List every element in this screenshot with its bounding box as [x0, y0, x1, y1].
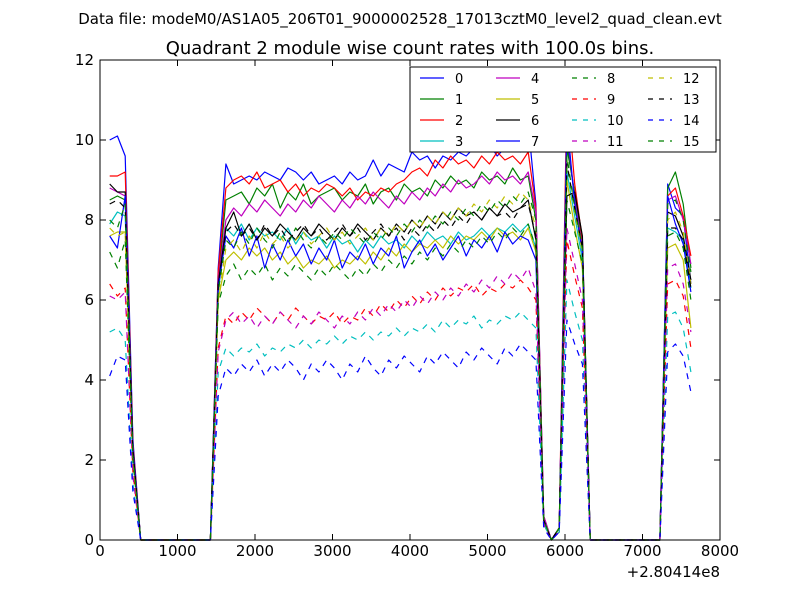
x-tick-label: 7000 [623, 542, 661, 560]
legend-label-3: 3 [455, 135, 463, 150]
y-tick-label: 2 [84, 451, 94, 469]
x-tick-label: 2000 [236, 542, 274, 560]
legend-box [409, 66, 717, 153]
y-tick-label: 10 [75, 131, 94, 149]
legend-label-10: 10 [607, 114, 624, 129]
series-line-15 [109, 155, 692, 541]
legend-label-14: 14 [683, 114, 700, 129]
y-tick-label: 8 [84, 211, 94, 229]
legend-label-2: 2 [455, 114, 463, 129]
legend-label-1: 1 [455, 93, 463, 108]
series-line-11 [109, 227, 692, 541]
x-tick-label: 8000 [701, 542, 739, 560]
legend-label-13: 13 [683, 93, 700, 108]
x-tick-label: 0 [95, 542, 105, 560]
legend-label-9: 9 [607, 93, 615, 108]
y-tick-label: 6 [84, 291, 94, 309]
series-line-9 [109, 239, 692, 541]
ticks-layer: 0 1000 2000 3000 4000 5000 6000 7000 80000246810… [75, 51, 739, 560]
x-tick-label: 6000 [546, 542, 584, 560]
chart-suptitle: Data file: modeM0/AS1A05_206T01_90000025… [78, 10, 722, 29]
x-offset-label: +2.80414e8 [627, 563, 720, 581]
series-layer [109, 91, 692, 541]
x-tick-label: 1000 [158, 542, 196, 560]
y-tick-label: 12 [75, 51, 94, 69]
legend-label-12: 12 [683, 72, 700, 87]
x-tick-label: 4000 [391, 542, 429, 560]
y-tick-label: 4 [84, 371, 94, 389]
legend-label-6: 6 [531, 114, 539, 129]
legend-label-7: 7 [531, 135, 539, 150]
legend-label-11: 11 [607, 135, 624, 150]
x-tick-label: 3000 [313, 542, 351, 560]
legend-label-5: 5 [531, 93, 539, 108]
legend-label-0: 0 [455, 72, 463, 87]
x-tick-label: 5000 [468, 542, 506, 560]
y-tick-label: 0 [84, 531, 94, 549]
legend-label-4: 4 [531, 72, 539, 87]
chart-title: Quadrant 2 module wise count rates with … [166, 38, 655, 59]
legend-label-8: 8 [607, 72, 615, 87]
legend-label-15: 15 [683, 135, 700, 150]
